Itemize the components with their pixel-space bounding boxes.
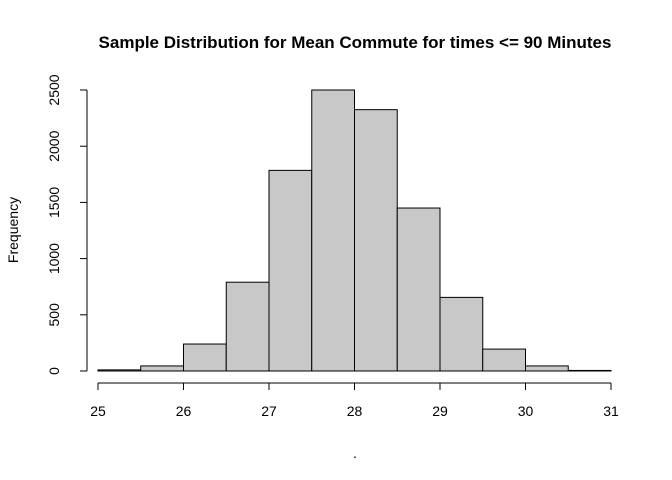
y-axis-label: Frequency xyxy=(5,197,21,263)
y-axis: 0 500 1000 1500 2000 2500 xyxy=(46,74,88,375)
chart-title: Sample Distribution for Mean Commute for… xyxy=(99,33,612,52)
y-tick-label-4: 2000 xyxy=(46,130,62,161)
histogram-bar-10 xyxy=(525,365,569,372)
histogram-bar-7 xyxy=(396,207,441,372)
y-tick-label-3: 1500 xyxy=(46,187,62,218)
bars-group xyxy=(97,89,612,372)
x-axis: 25 26 27 28 29 30 31 xyxy=(90,382,619,419)
histogram-bar-11 xyxy=(567,369,612,372)
histogram-bar-6 xyxy=(354,109,398,372)
histogram-bar-8 xyxy=(439,296,484,372)
histogram-bar-9 xyxy=(482,348,526,372)
histogram-bar-5 xyxy=(311,89,355,372)
y-tick-label-0: 0 xyxy=(46,367,62,375)
y-tick-label-1: 500 xyxy=(46,303,62,327)
x-axis-label: . xyxy=(353,445,357,461)
x-tick-label-4: 29 xyxy=(432,403,448,419)
x-tick-label-1: 26 xyxy=(176,403,192,419)
x-tick-label-5: 30 xyxy=(518,403,534,419)
x-tick-label-2: 27 xyxy=(261,403,277,419)
histogram-bar-4 xyxy=(268,169,313,372)
histogram-bar-3 xyxy=(225,281,270,372)
x-tick-label-6: 31 xyxy=(603,403,619,419)
y-tick-label-5: 2500 xyxy=(46,74,62,105)
x-tick-label-3: 28 xyxy=(347,403,363,419)
histogram-bar-0 xyxy=(97,369,142,372)
histogram-bar-2 xyxy=(183,343,227,372)
histogram-bar-1 xyxy=(140,365,184,372)
x-tick-label-0: 25 xyxy=(90,403,106,419)
y-tick-label-2: 1000 xyxy=(46,243,62,274)
